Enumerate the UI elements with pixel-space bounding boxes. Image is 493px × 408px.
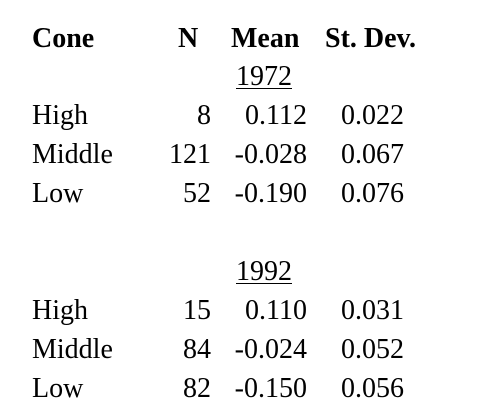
cell-cone: Low <box>32 178 84 209</box>
table-row: Low 82 -0.150 0.056 <box>0 372 493 406</box>
header-cone: Cone <box>32 23 95 54</box>
cell-st-dev: 0.067 <box>341 139 404 170</box>
cell-st-dev: 0.031 <box>341 295 404 326</box>
table-row: High 15 0.110 0.031 <box>0 294 493 328</box>
header-st-dev: St. Dev. <box>325 23 416 54</box>
cell-cone: High <box>32 100 88 131</box>
table-row: Middle 121 -0.028 0.067 <box>0 138 493 172</box>
table-header: Cone N Mean St. Dev. <box>0 22 493 56</box>
cell-mean: -0.028 <box>234 139 307 170</box>
cell-st-dev: 0.052 <box>341 334 404 365</box>
cell-n: 121 <box>169 139 211 170</box>
header-n: N <box>178 23 199 54</box>
cell-n: 8 <box>197 100 211 131</box>
cell-mean: -0.024 <box>234 334 307 365</box>
cell-mean: 0.110 <box>245 295 307 326</box>
cell-mean: -0.150 <box>234 373 307 404</box>
cell-n: 84 <box>183 334 211 365</box>
cell-cone: Low <box>32 373 84 404</box>
table-row: Low 52 -0.190 0.076 <box>0 177 493 211</box>
table-row: High 8 0.112 0.022 <box>0 99 493 133</box>
table-row: Middle 84 -0.024 0.052 <box>0 333 493 367</box>
cell-st-dev: 0.076 <box>341 178 404 209</box>
cell-st-dev: 0.022 <box>341 100 404 131</box>
cell-cone: Middle <box>32 139 113 170</box>
cell-cone: High <box>32 295 88 326</box>
cell-n: 15 <box>183 295 211 326</box>
group-year-1972: 1972 <box>236 61 292 92</box>
cell-n: 52 <box>183 178 211 209</box>
cell-n: 82 <box>183 373 211 404</box>
header-mean: Mean <box>231 23 300 54</box>
cell-st-dev: 0.056 <box>341 373 404 404</box>
group-year-1992: 1992 <box>236 256 292 287</box>
cell-cone: Middle <box>32 334 113 365</box>
cell-mean: -0.190 <box>234 178 307 209</box>
cell-mean: 0.112 <box>245 100 307 131</box>
